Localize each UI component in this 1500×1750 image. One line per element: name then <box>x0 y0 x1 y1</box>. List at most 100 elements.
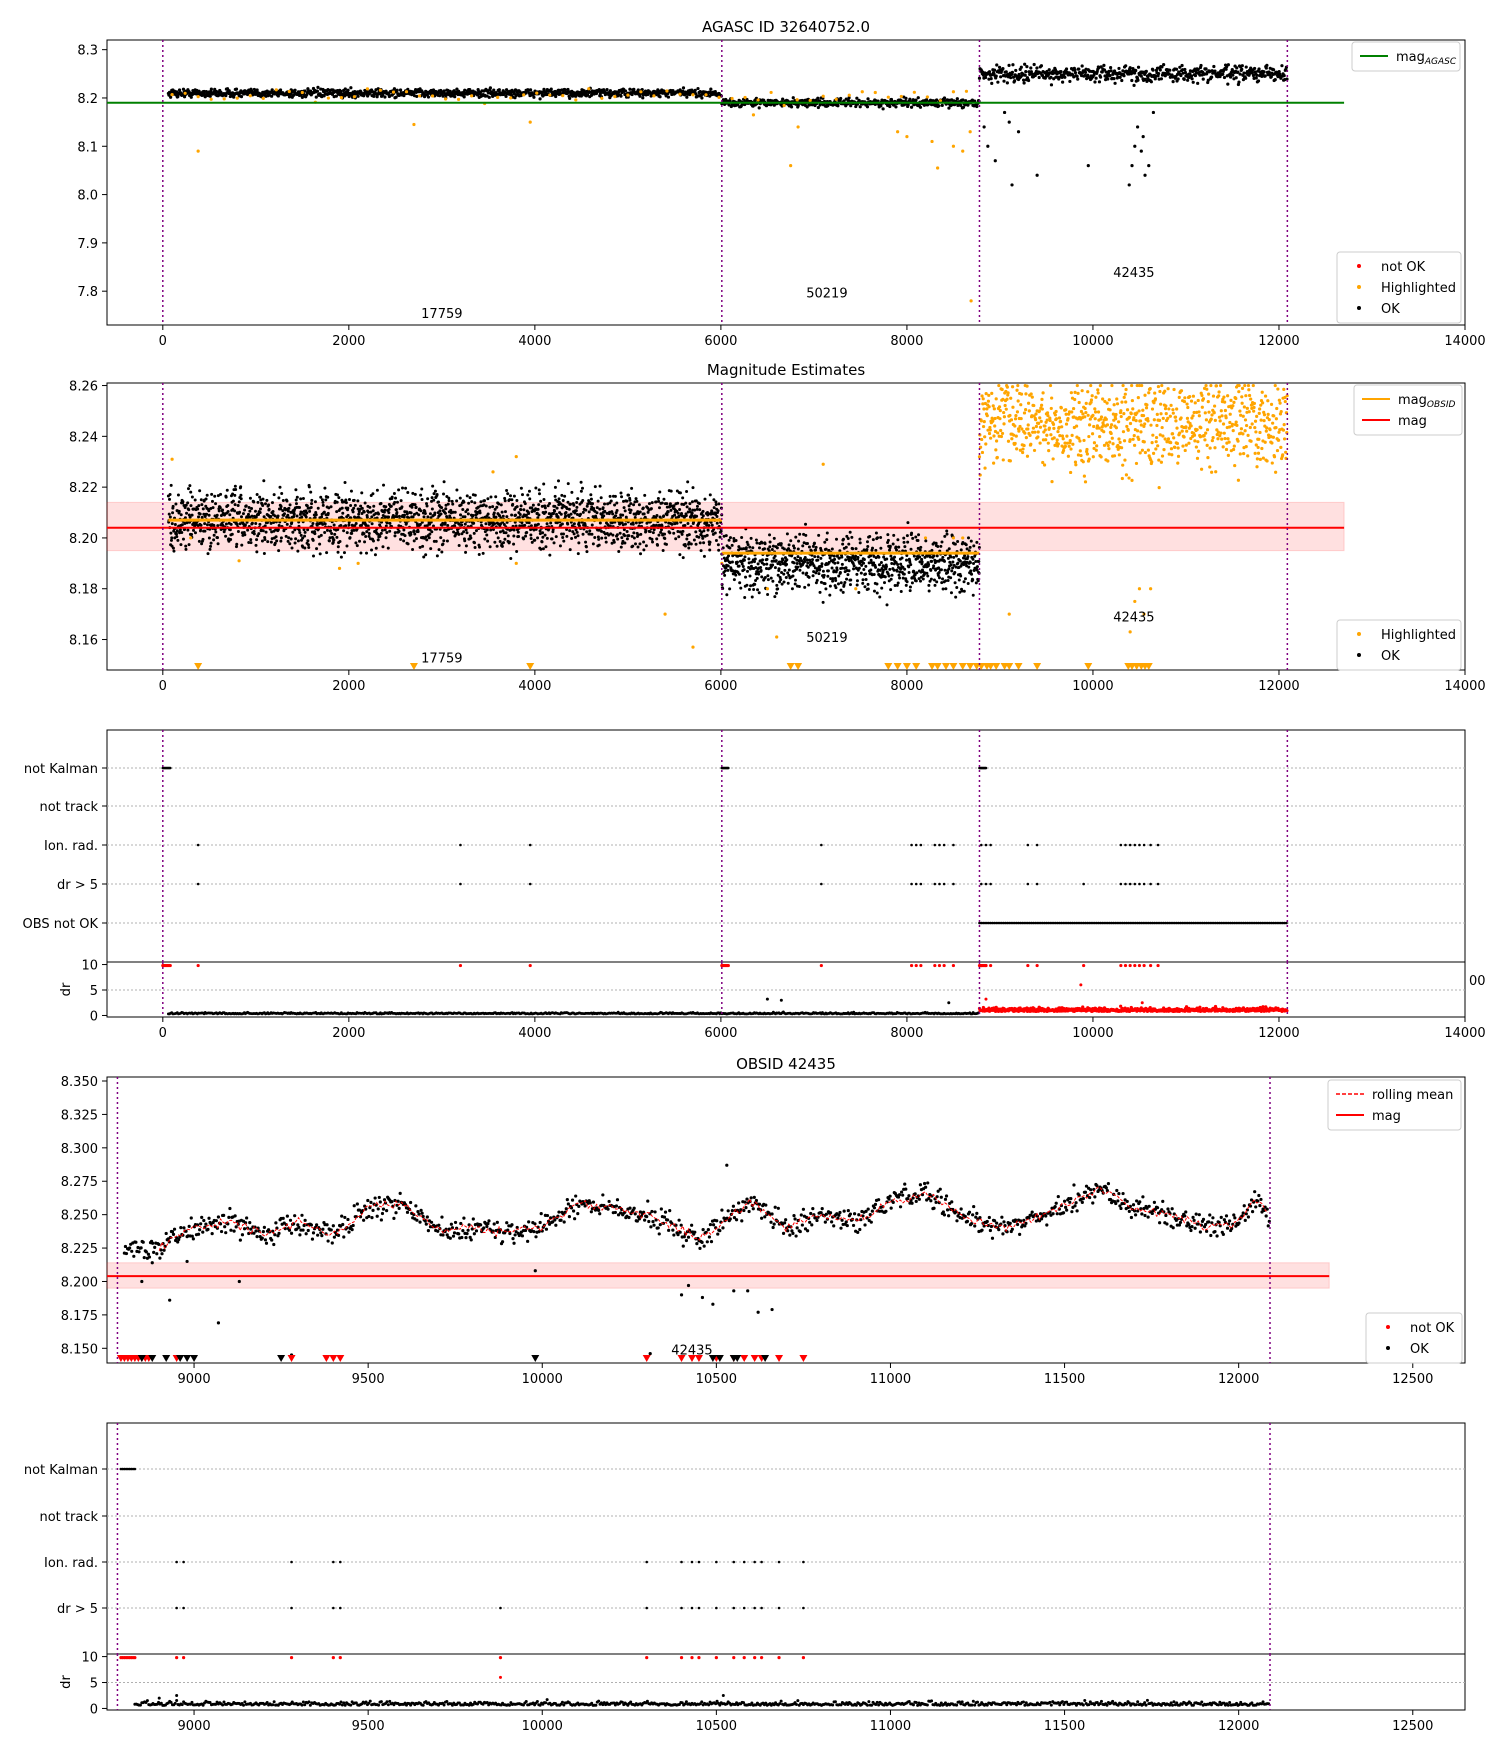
data-point <box>493 540 497 544</box>
data-point <box>552 541 556 545</box>
data-point <box>1222 75 1227 80</box>
data-point <box>522 537 526 541</box>
data-point <box>752 588 756 592</box>
data-point <box>572 532 576 536</box>
data-point <box>569 512 573 516</box>
data-point <box>797 539 801 543</box>
data-point <box>1263 74 1267 78</box>
data-point <box>1244 76 1248 80</box>
data-point <box>568 96 572 100</box>
data-point <box>860 90 864 94</box>
data-point <box>280 492 284 496</box>
data-point <box>636 545 640 549</box>
data-point <box>387 515 391 519</box>
data-point <box>684 514 688 518</box>
data-point <box>532 95 536 99</box>
data-point <box>681 86 686 90</box>
data-point <box>760 575 764 579</box>
data-point <box>235 96 239 100</box>
data-point <box>1226 82 1230 86</box>
data-point <box>747 587 751 591</box>
data-point <box>510 498 514 502</box>
data-point <box>945 529 949 533</box>
data-point <box>286 539 290 543</box>
data-point <box>872 573 876 577</box>
data-point <box>1179 73 1183 78</box>
data-point <box>765 557 769 561</box>
data-point <box>681 556 685 560</box>
data-point <box>634 542 638 546</box>
data-point <box>832 554 836 558</box>
data-point <box>249 541 253 545</box>
data-point <box>293 88 297 92</box>
data-point <box>1080 64 1084 68</box>
data-point <box>332 523 336 527</box>
data-point <box>507 540 511 544</box>
data-point <box>902 572 906 576</box>
data-point <box>413 503 417 507</box>
data-point <box>209 541 213 545</box>
data-point <box>755 541 759 545</box>
data-point <box>949 591 953 595</box>
data-point <box>877 555 881 559</box>
data-point <box>1112 77 1116 81</box>
data-point <box>338 540 342 544</box>
data-point <box>603 509 607 513</box>
data-point <box>618 531 622 535</box>
data-point <box>691 486 695 490</box>
data-point <box>977 76 982 80</box>
data-point <box>383 95 387 99</box>
data-point <box>365 551 369 555</box>
data-point <box>847 93 851 97</box>
data-point <box>732 537 736 541</box>
data-point <box>635 499 639 503</box>
data-point <box>825 538 829 542</box>
data-point <box>472 541 476 545</box>
data-point <box>996 80 1000 84</box>
data-point <box>385 530 389 534</box>
data-point <box>193 498 197 502</box>
data-point <box>789 105 794 109</box>
data-point <box>849 578 853 582</box>
data-point <box>315 547 319 551</box>
data-point <box>469 536 473 540</box>
data-point <box>669 489 673 493</box>
data-point <box>229 522 233 526</box>
data-point <box>299 497 303 501</box>
data-point <box>888 544 892 548</box>
data-point <box>623 534 627 538</box>
data-point <box>1237 80 1241 84</box>
data-point <box>948 560 952 564</box>
data-point <box>580 486 584 490</box>
data-point <box>346 88 350 92</box>
data-point <box>638 542 642 546</box>
data-point <box>648 530 652 534</box>
data-point <box>167 512 171 516</box>
data-point <box>1025 65 1029 69</box>
data-point <box>812 541 816 545</box>
data-point <box>940 540 944 544</box>
data-point <box>186 501 190 505</box>
data-point <box>518 513 522 517</box>
data-point <box>807 583 811 587</box>
data-point <box>271 509 275 513</box>
data-point <box>309 490 313 494</box>
data-point <box>938 99 943 103</box>
data-point <box>828 556 832 560</box>
data-point <box>660 501 664 505</box>
data-point <box>313 500 317 504</box>
data-point <box>782 547 786 551</box>
data-point <box>345 531 349 535</box>
data-point <box>235 542 239 546</box>
data-point <box>1128 66 1132 70</box>
data-point <box>631 522 635 526</box>
data-point <box>707 524 711 528</box>
data-point <box>675 521 679 525</box>
data-point <box>714 500 718 504</box>
data-point <box>576 497 580 501</box>
data-point <box>387 507 391 511</box>
data-point <box>505 515 509 519</box>
data-point <box>402 528 406 532</box>
data-point <box>817 572 821 576</box>
data-point <box>852 564 856 568</box>
